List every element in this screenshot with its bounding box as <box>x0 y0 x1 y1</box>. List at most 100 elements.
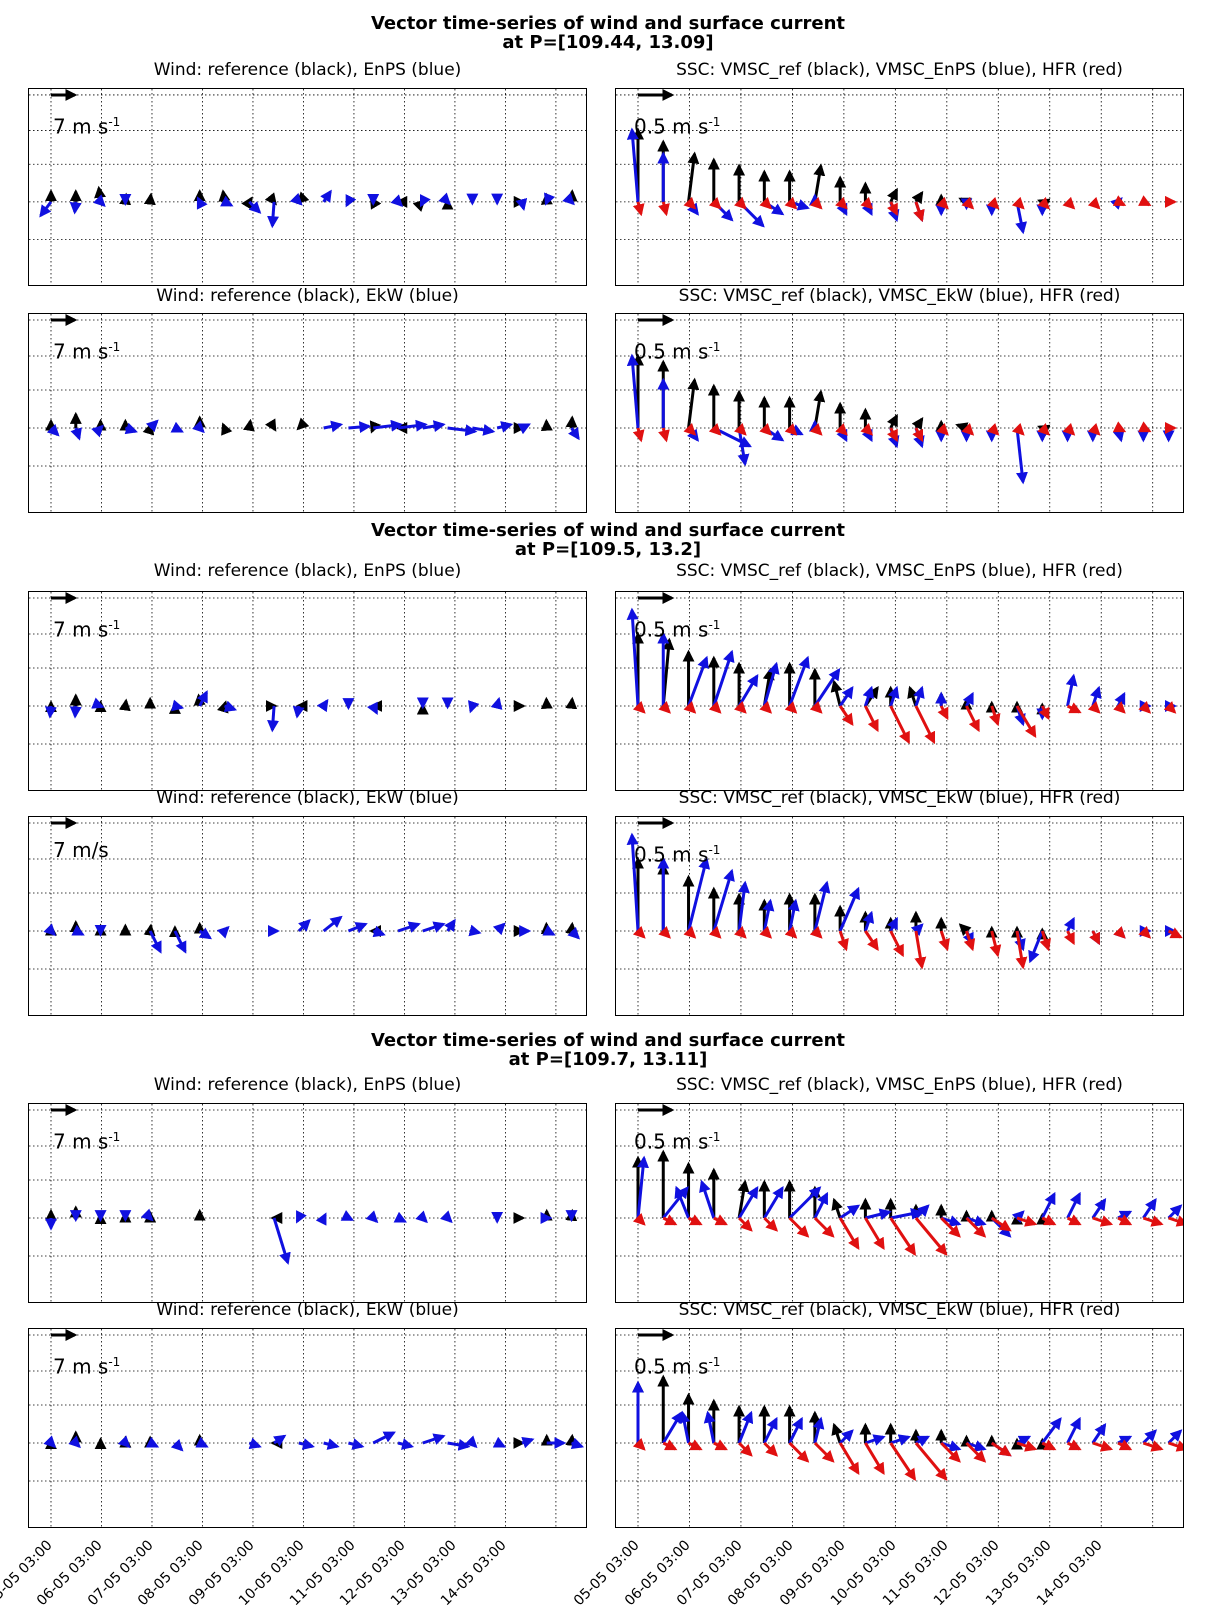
quiver-arrow-ekw <box>572 428 579 438</box>
quiver-arrow-enps <box>50 706 51 716</box>
quiver-arrow-hfr <box>865 931 877 949</box>
quiver-arrow-reference <box>1039 201 1042 202</box>
quiver-arrow-hfr <box>865 1443 883 1473</box>
quiver-arrow-reference <box>916 193 922 202</box>
quiver-arrow-ekw <box>663 1413 681 1443</box>
scale-label-exponent: -1 <box>708 340 720 354</box>
group-title-2-line2: at P=[109.5, 13.2] <box>0 540 1216 559</box>
quiver-arrow-enps <box>471 706 473 711</box>
quiver-arrow-ekw <box>324 917 341 931</box>
quiver-arrow-enps <box>272 202 274 226</box>
quiver-arrow-hfr <box>815 1218 833 1236</box>
quiver-arrow-hfr <box>815 428 821 434</box>
quiver-arrow-ekw <box>764 1419 776 1443</box>
quiver-arrow-hfr <box>916 1218 946 1254</box>
quiver-arrow-hfr <box>815 706 821 712</box>
quiver-arrow-hfr <box>1118 931 1124 937</box>
quiver-arrow-ekw <box>916 1437 928 1443</box>
quiver-arrow-hfr <box>1042 931 1048 949</box>
quiver-arrow-hfr <box>764 1443 776 1455</box>
quiver-arrow-reference <box>371 198 373 201</box>
panel-title: SSC: VMSC_ref (black), VMSC_EnPS (blue),… <box>615 561 1184 581</box>
quiver-arrow-enps <box>497 699 499 706</box>
panel-title: SSC: VMSC_ref (black), VMSC_EkW (blue), … <box>615 788 1184 808</box>
quiver-arrow-ekw <box>398 924 419 931</box>
scale-label-text: 7 m s <box>53 618 108 642</box>
scale-label: 0.5 m s-1 <box>634 839 720 866</box>
quiver-arrow-ekw <box>423 1436 444 1443</box>
quiver-arrow-reference <box>572 699 573 706</box>
scale-label: 7 m s-1 <box>53 336 120 363</box>
quiver-arrow-hfr <box>992 706 998 724</box>
quiver-arrow-ekw <box>225 928 228 931</box>
quiver-arrow-ekw <box>150 1443 157 1446</box>
quiver-arrow-enps <box>175 706 182 708</box>
quiver-arrow-hfr <box>689 1443 701 1449</box>
quiver-panel: 7 m s-1 <box>28 1103 587 1303</box>
quiver-arrow-hfr <box>966 706 978 730</box>
quiver-arrow-enps <box>297 1218 299 1221</box>
scale-label: 7 m s-1 <box>53 111 120 138</box>
quiver-arrow-hfr <box>1017 1218 1035 1224</box>
quiver-panel: 7 m s-1 <box>28 313 587 513</box>
quiver-arrow-enps <box>324 192 331 202</box>
quiver-arrow-ekw <box>274 1436 284 1443</box>
quiver-arrow-hfr <box>840 1218 858 1248</box>
quiver-arrow-enps <box>1118 1212 1130 1218</box>
quiver-panel: 0.5 m s-1 <box>615 1103 1184 1303</box>
panel-title: SSC: VMSC_ref (black), VMSC_EkW (blue), … <box>615 1300 1184 1320</box>
quiver-arrow-ekw <box>76 931 83 934</box>
quiver-arrow-ekw <box>200 931 210 938</box>
scale-label: 7 m/s <box>53 839 109 861</box>
quiver-arrow-enps <box>274 1218 288 1263</box>
quiver-arrow-enps <box>840 688 852 706</box>
quiver-panel: 7 m s-1 <box>28 1328 587 1528</box>
quiver-arrow-enps <box>348 1218 351 1220</box>
quiver-arrow-reference <box>572 924 573 931</box>
quiver-arrow-enps <box>200 692 207 706</box>
scale-label-text: 0.5 m s <box>634 114 708 138</box>
quiver-arrow-reference <box>572 192 573 202</box>
quiver-arrow-enps <box>324 1215 326 1218</box>
quiver-arrow-enps <box>764 1188 782 1218</box>
quiver-arrow-ekw <box>125 428 135 431</box>
quiver-arrow-enps <box>75 706 76 716</box>
quiver-arrow-reference <box>223 425 224 428</box>
quiver-arrow-ekw <box>840 889 858 931</box>
panel-title: Wind: reference (black), EnPS (blue) <box>28 60 587 80</box>
quiver-arrow-enps <box>1068 1194 1080 1218</box>
quiver-arrow-enps <box>572 202 574 204</box>
panel-title: SSC: VMSC_ref (black), VMSC_EkW (blue), … <box>615 286 1184 306</box>
scale-label: 7 m s-1 <box>53 1126 120 1153</box>
quiver-arrow-ekw <box>891 1437 909 1443</box>
scale-label-text: 7 m/s <box>53 838 109 862</box>
quiver-arrow-hfr <box>764 428 770 434</box>
quiver-arrow-enps <box>198 198 200 201</box>
quiver-arrow-ekw <box>200 1443 207 1446</box>
quiver-arrow-hfr <box>638 706 644 712</box>
quiver-arrow-ekw <box>249 1443 259 1446</box>
quiver-arrow-enps <box>75 202 76 212</box>
group-title-3-line1: Vector time-series of wind and surface c… <box>0 1031 1216 1050</box>
scale-label-exponent: -1 <box>708 115 720 129</box>
scale-label-text: 0.5 m s <box>634 1355 708 1379</box>
quiver-arrow-ekw <box>175 428 182 431</box>
quiver-arrow-hfr <box>992 931 998 955</box>
quiver-arrow-hfr <box>1093 202 1099 208</box>
quiver-arrow-ekw <box>472 1443 475 1446</box>
quiver-arrow-hfr <box>840 931 846 949</box>
quiver-arrow-enps <box>1093 1200 1105 1218</box>
quiver-arrow-hfr <box>1093 931 1099 943</box>
quiver-arrow-hfr <box>714 1218 726 1224</box>
quiver-arrow-ekw <box>472 931 479 933</box>
quiver-arrow-reference <box>125 195 126 202</box>
quiver-arrow-hfr <box>815 202 821 208</box>
quiver-arrow-hfr <box>916 202 922 220</box>
quiver-arrow-ekw <box>522 425 529 428</box>
quiver-arrow-ekw <box>1068 1419 1080 1443</box>
quiver-arrow-hfr <box>663 706 669 712</box>
quiver-arrow-ekw <box>572 931 579 938</box>
quiver-arrow-enps <box>522 202 524 209</box>
quiver-arrow-hfr <box>1169 1218 1184 1224</box>
quiver-panel: 0.5 m s-1 <box>615 816 1184 1016</box>
